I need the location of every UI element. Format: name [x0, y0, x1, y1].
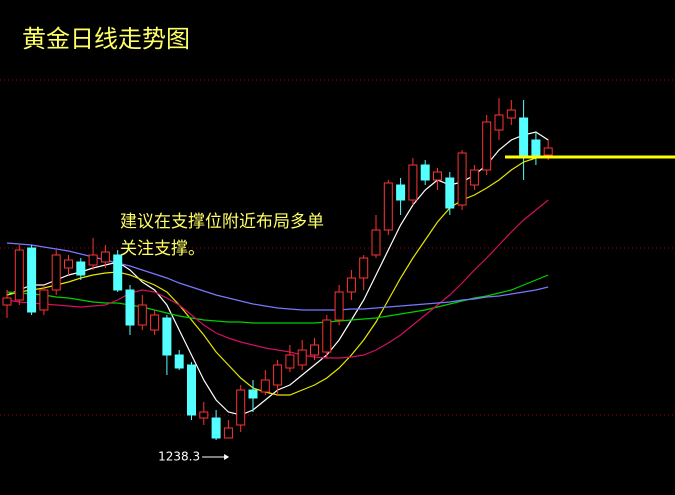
- candle-body: [396, 184, 406, 201]
- candle-body: [223, 427, 233, 439]
- candle-body: [310, 344, 319, 356]
- candle-body: [457, 152, 467, 206]
- candle-body: [125, 289, 135, 326]
- low-label: 1238.3: [158, 450, 200, 464]
- candle-body: [543, 147, 553, 156]
- candle-body: [445, 177, 455, 209]
- candle-body: [273, 364, 283, 386]
- candle-body: [100, 251, 110, 263]
- candle-body: [334, 291, 344, 321]
- candle-body: [64, 259, 73, 269]
- candle-body: [162, 317, 172, 356]
- chart-title: 黄金日线走势图: [22, 25, 190, 53]
- candle-body: [408, 164, 418, 201]
- candle-body: [359, 257, 369, 279]
- candle-body: [482, 121, 492, 171]
- candle-body: [88, 254, 98, 266]
- candle-body: [150, 314, 160, 331]
- candle-body: [531, 139, 541, 159]
- moving-average-line: [6, 199, 549, 359]
- candle-body: [174, 354, 184, 369]
- moving-average-line: [6, 274, 549, 324]
- candle-body: [371, 229, 381, 256]
- candle-body: [76, 261, 86, 276]
- candle-body: [420, 164, 430, 181]
- candle-body: [506, 109, 516, 119]
- candle-body: [39, 289, 49, 311]
- candle-body: [519, 117, 529, 156]
- candle-body: [260, 379, 270, 393]
- candle-body: [51, 254, 61, 291]
- candle-body: [27, 247, 37, 313]
- candle-body: [236, 389, 246, 426]
- candle-body: [113, 254, 123, 291]
- candle-body: [14, 249, 24, 301]
- candle-body: [137, 304, 147, 326]
- annotation: 建议在支撑位附近布局多单: [120, 212, 324, 232]
- low-arrow-head: [224, 454, 230, 460]
- candle-body: [494, 114, 504, 131]
- candle-body: [322, 319, 332, 353]
- candle-body: [248, 389, 258, 399]
- candle-body: [285, 354, 295, 369]
- candle-body: [199, 411, 209, 419]
- candle-body: [346, 277, 356, 293]
- candle-body: [469, 169, 479, 186]
- candle-body: [187, 364, 196, 416]
- candle-body: [297, 349, 307, 366]
- candle-body: [2, 297, 12, 306]
- candle-body: [383, 182, 393, 231]
- annotation: 关注支撑。: [120, 239, 205, 259]
- candle-body: [211, 417, 221, 439]
- candle-body: [433, 171, 442, 181]
